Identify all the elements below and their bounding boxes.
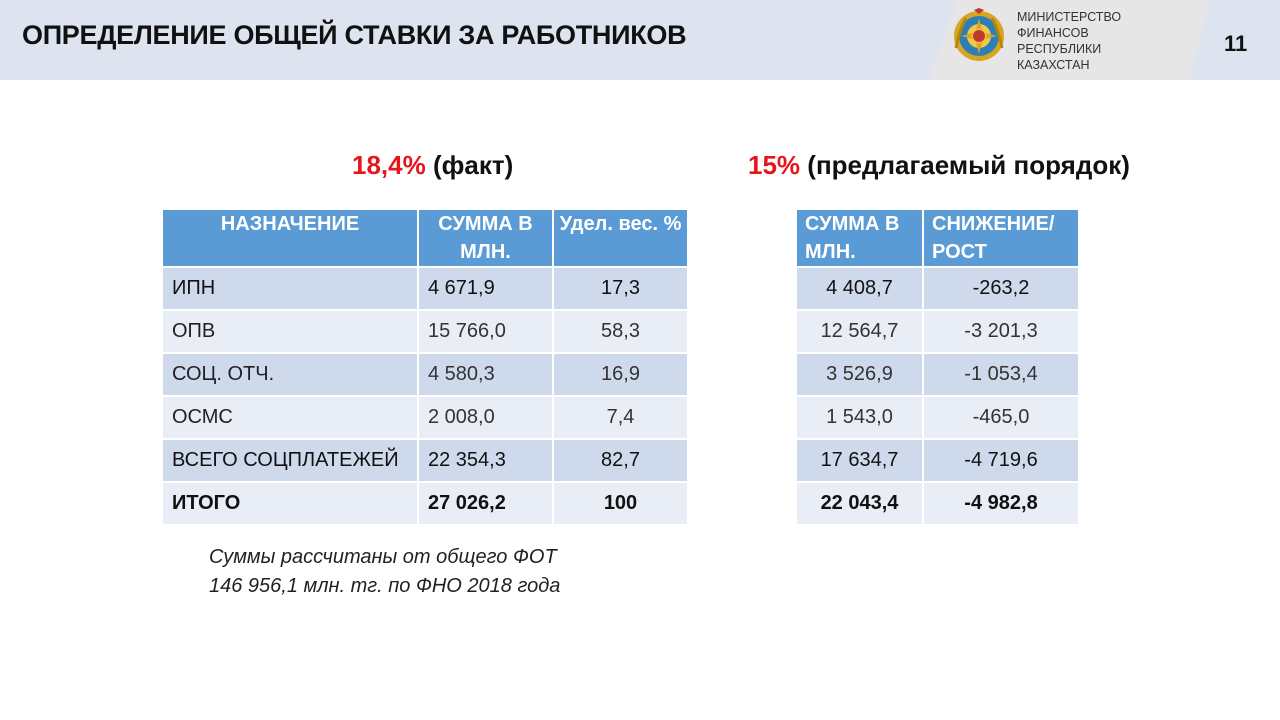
table-row: ИПН 4 671,9 17,3	[161, 266, 689, 311]
state-emblem-icon	[954, 8, 1004, 61]
amount-cell: 27 026,2	[417, 481, 554, 526]
table-row: 12 564,7 -3 201,3	[795, 309, 1080, 354]
footnote-line: Суммы рассчитаны от общего ФОТ	[209, 546, 557, 568]
table-row: СОЦ. ОТЧ. 4 580,3 16,9	[161, 352, 689, 397]
share-cell: 58,3	[552, 309, 689, 354]
amount-cell: 4 408,7	[795, 266, 924, 311]
change-cell: -465,0	[922, 395, 1080, 440]
actual-rate-label: (факт)	[432, 150, 514, 180]
share-cell: 7,4	[552, 395, 689, 440]
ministry-line: ФИНАНСОВ	[1017, 26, 1089, 40]
amount-cell: 15 766,0	[417, 309, 554, 354]
share-cell: 100	[552, 481, 689, 526]
row-label: ИПН	[161, 266, 419, 311]
table-row: 1 543,0 -465,0	[795, 395, 1080, 440]
share-cell: 17,3	[552, 266, 689, 311]
change-cell: -3 201,3	[922, 309, 1080, 354]
proposed-rate-label: (предлагаемый порядок)	[807, 150, 1130, 180]
change-cell: -4 982,8	[922, 481, 1080, 526]
share-cell: 82,7	[552, 438, 689, 483]
share-cell: 16,9	[552, 352, 689, 397]
column-header: Удел. вес. %	[552, 208, 689, 268]
row-label: ОПВ	[161, 309, 419, 354]
table-row: ОПВ 15 766,0 58,3	[161, 309, 689, 354]
amount-cell: 17 634,7	[795, 438, 924, 483]
actual-rate-table: НАЗНАЧЕНИЕ СУММА В МЛН. Удел. вес. % ИПН…	[161, 208, 689, 526]
page-number: 11	[1224, 31, 1248, 56]
column-header: НАЗНАЧЕНИЕ	[161, 208, 419, 268]
actual-rate-value: 18,4%	[352, 150, 426, 180]
footnote: Суммы рассчитаны от общего ФОТ 146 956,1…	[209, 543, 560, 601]
amount-cell: 12 564,7	[795, 309, 924, 354]
change-cell: -4 719,6	[922, 438, 1080, 483]
column-header: СУММА В МЛН.	[417, 208, 554, 268]
amount-cell: 3 526,9	[795, 352, 924, 397]
amount-cell: 22 354,3	[417, 438, 554, 483]
footnote-line: 146 956,1 млн. тг. по ФНО 2018 года	[209, 575, 561, 597]
change-cell: -263,2	[922, 266, 1080, 311]
total-row: 22 043,4 -4 982,8	[795, 481, 1080, 526]
proposed-rate-value: 15%	[748, 150, 801, 180]
table-row: 3 526,9 -1 053,4	[795, 352, 1080, 397]
ministry-line: РЕСПУБЛИКИ	[1017, 42, 1102, 56]
row-label: ВСЕГО СОЦПЛАТЕЖЕЙ	[161, 438, 419, 483]
row-label: ИТОГО	[161, 481, 419, 526]
total-row: ИТОГО 27 026,2 100	[161, 481, 689, 526]
table-row: 17 634,7 -4 719,6	[795, 438, 1080, 483]
table-row: ОСМС 2 008,0 7,4	[161, 395, 689, 440]
table-row: ВСЕГО СОЦПЛАТЕЖЕЙ 22 354,3 82,7	[161, 438, 689, 483]
amount-cell: 4 580,3	[417, 352, 554, 397]
amount-cell: 4 671,9	[417, 266, 554, 311]
table-row: 4 408,7 -263,2	[795, 266, 1080, 311]
proposed-rate-heading: 15% (предлагаемый порядок)	[748, 150, 1130, 181]
ministry-line: КАЗАХСТАН	[1017, 58, 1090, 72]
proposed-rate-table: СУММА В МЛН. СНИЖЕНИЕ/ РОСТ 4 408,7 -263…	[795, 208, 1080, 526]
page-title: ОПРЕДЕЛЕНИЕ ОБЩЕЙ СТАВКИ ЗА РАБОТНИКОВ	[22, 20, 687, 50]
actual-rate-heading: 18,4% (факт)	[352, 150, 513, 181]
row-label: ОСМС	[161, 395, 419, 440]
amount-cell: 1 543,0	[795, 395, 924, 440]
change-cell: -1 053,4	[922, 352, 1080, 397]
amount-cell: 2 008,0	[417, 395, 554, 440]
column-header: СНИЖЕНИЕ/ РОСТ	[922, 208, 1080, 268]
amount-cell: 22 043,4	[795, 481, 924, 526]
ministry-name: МИНИСТЕРСТВО ФИНАНСОВ РЕСПУБЛИКИ КАЗАХСТ…	[1017, 9, 1121, 73]
ministry-line: МИНИСТЕРСТВО	[1017, 10, 1122, 24]
row-label: СОЦ. ОТЧ.	[161, 352, 419, 397]
column-header: СУММА В МЛН.	[795, 208, 924, 268]
